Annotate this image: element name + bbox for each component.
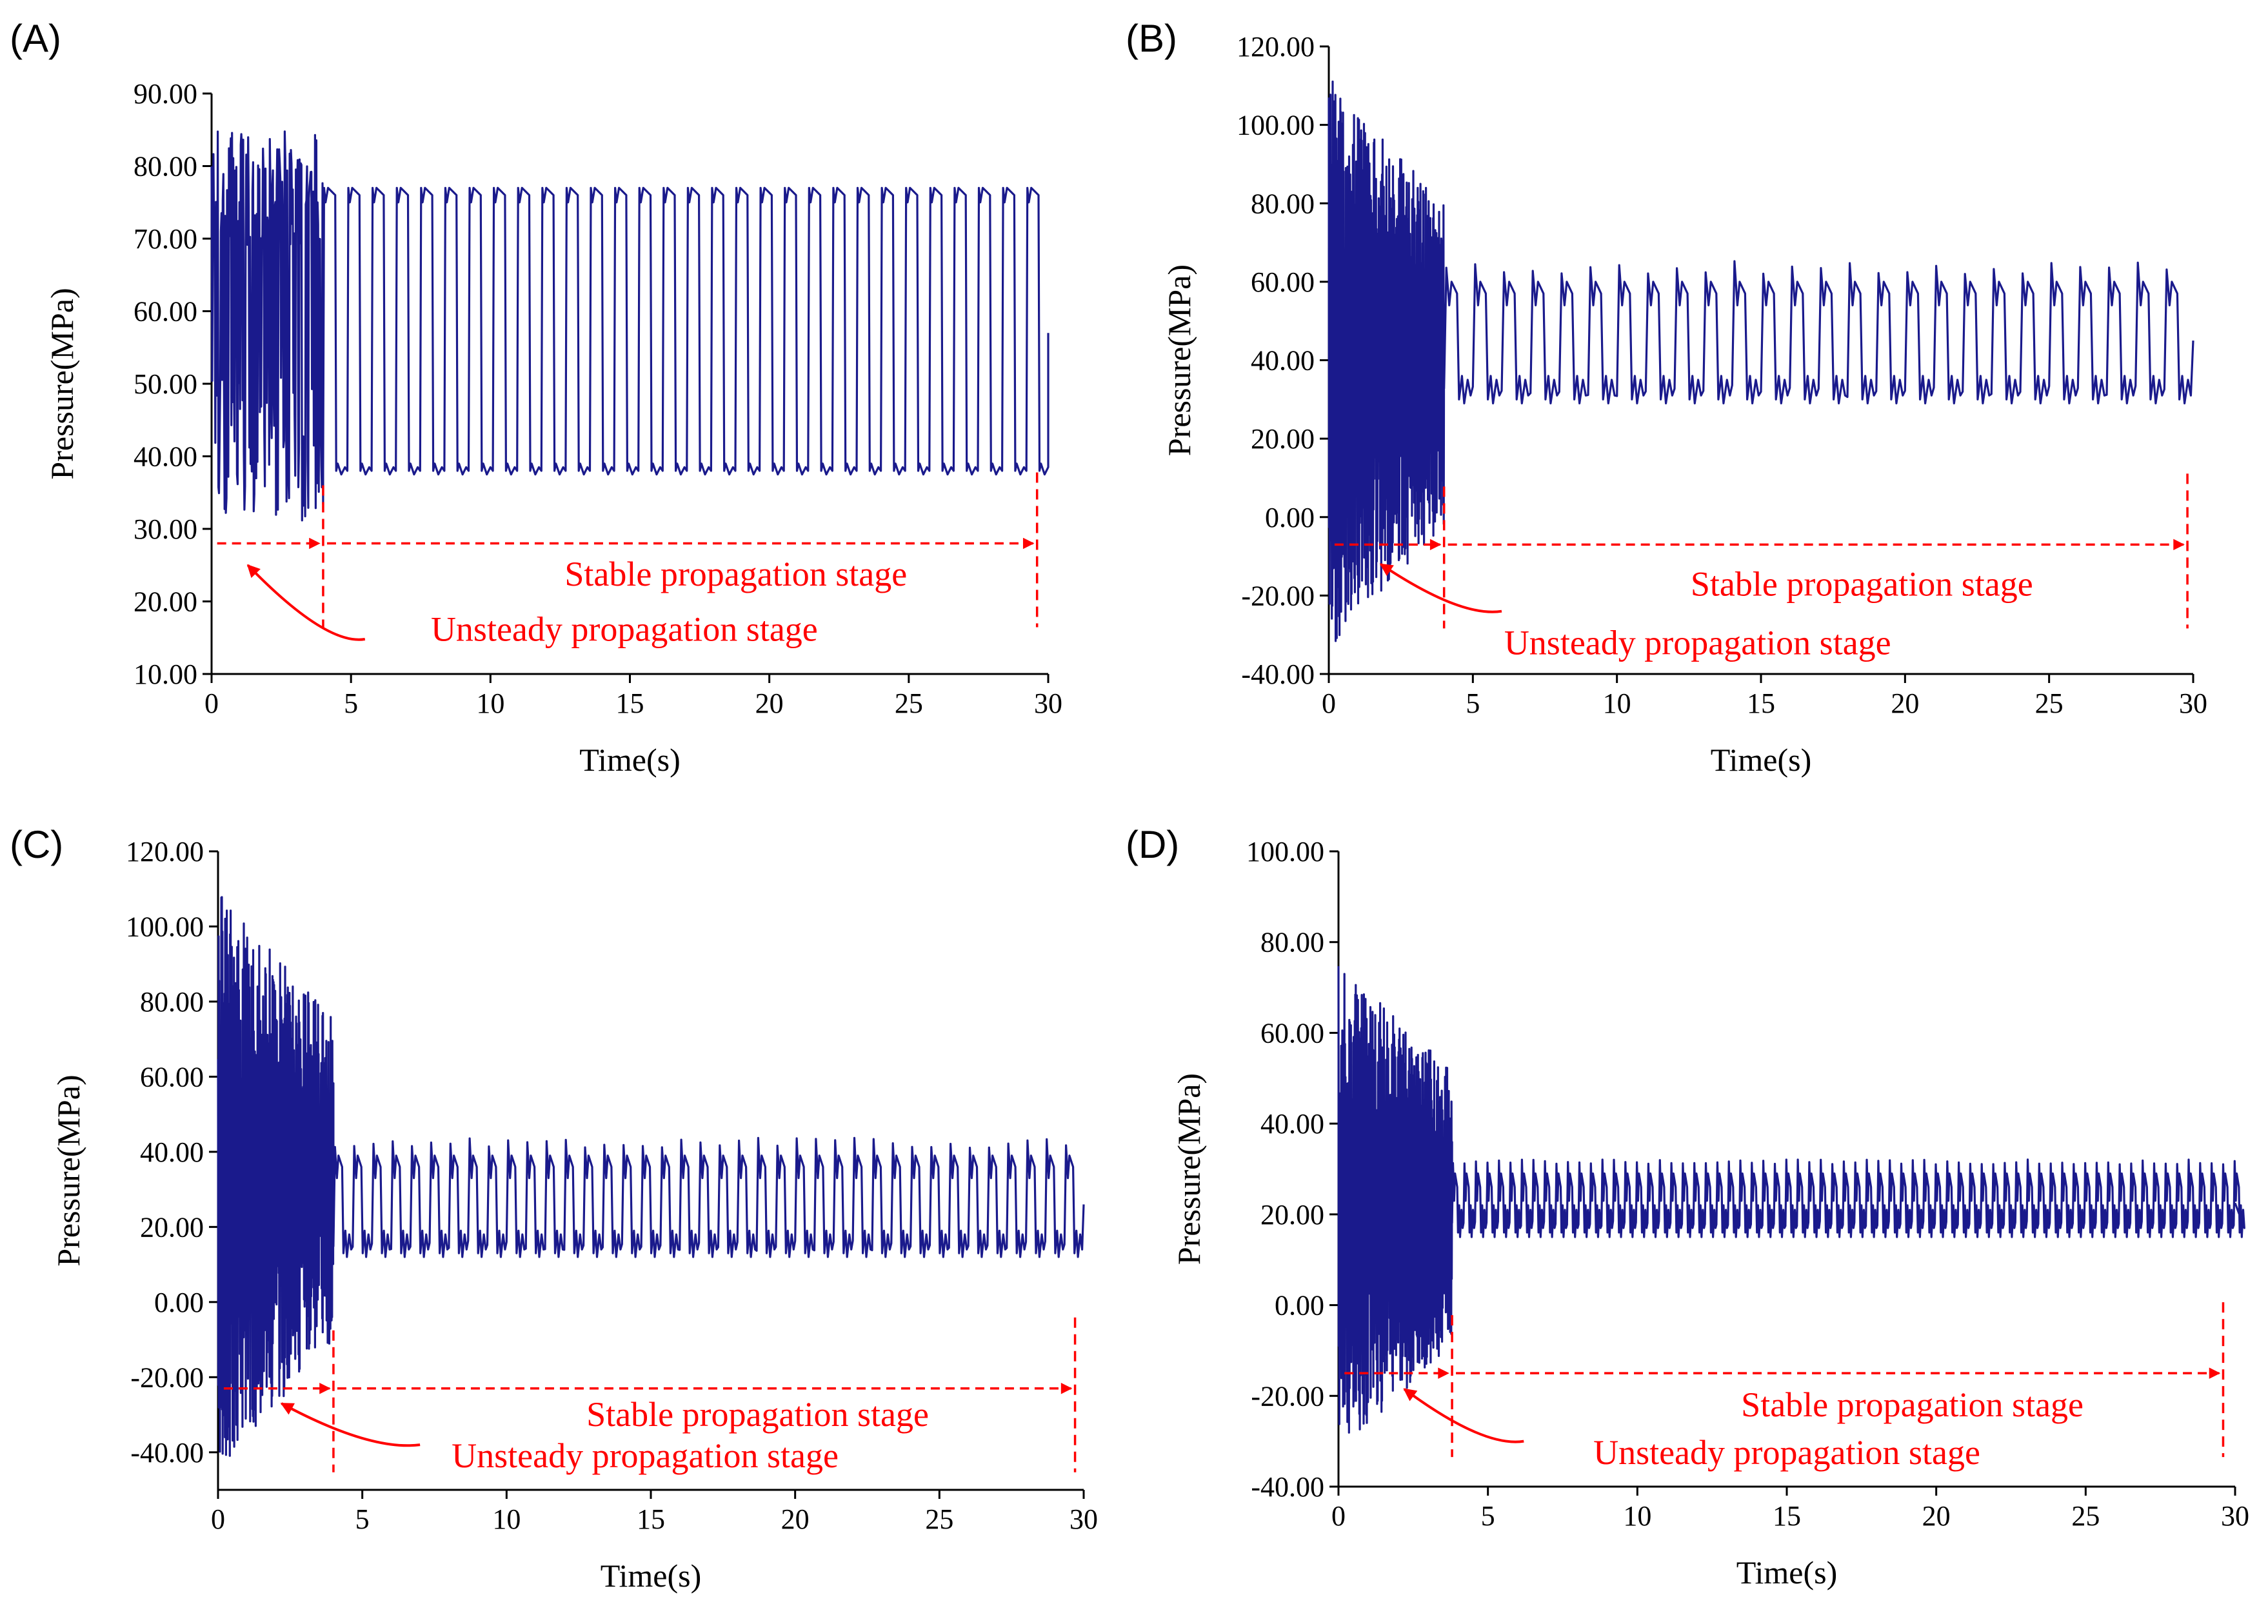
y-tick-label: 40.00 xyxy=(140,1136,204,1168)
x-tick-label: 0 xyxy=(1322,688,1336,719)
curved-pointer-arrow xyxy=(1379,563,1502,613)
y-tick-label: 100.00 xyxy=(126,911,204,942)
curved-pointer-arrow xyxy=(1403,1388,1524,1443)
chart-panel-d: (D) -40.00 -20.00 0.00 20.00 40.00 60.00 80.00 1… xyxy=(1126,823,2249,1590)
x-tick-label: 15 xyxy=(637,1503,665,1535)
y-tick-label: 0.00 xyxy=(154,1287,204,1318)
x-tick-label: 25 xyxy=(2035,688,2064,719)
stable-stage-label: Stable propagation stage xyxy=(1741,1385,2084,1424)
x-tick-label: 10 xyxy=(1623,1500,1651,1532)
y-tick-label: -40.00 xyxy=(1241,659,1315,690)
y-axis-title: Pressure(MPa) xyxy=(44,288,80,479)
panel-label: (C) xyxy=(10,823,63,866)
y-tick-label: 120.00 xyxy=(1237,31,1315,63)
y-tick-label: 40.00 xyxy=(1251,345,1315,377)
series-line-pressure xyxy=(217,896,1085,1457)
x-axis-title: Time(s) xyxy=(1711,742,1812,778)
series-line-pressure xyxy=(1337,965,2245,1434)
y-tick-label: 20.00 xyxy=(1251,423,1315,455)
x-tick-label: 20 xyxy=(1922,1500,1951,1532)
x-tick-label: 5 xyxy=(1466,688,1480,719)
y-tick-label: 80.00 xyxy=(134,151,197,183)
y-tick-label: -20.00 xyxy=(1251,1380,1324,1412)
y-tick-label: 20.00 xyxy=(1260,1199,1324,1231)
unsteady-stage-label: Unsteady propagation stage xyxy=(452,1436,839,1475)
y-tick-label: 10.00 xyxy=(134,659,197,690)
panel-label: (B) xyxy=(1126,17,1177,60)
panel-label: (D) xyxy=(1126,823,1179,866)
x-tick-label: 30 xyxy=(1034,688,1062,719)
x-tick-label: 25 xyxy=(2071,1500,2100,1532)
chart-panel-a: (A) 10.00 20.00 30.00 40.00 50.00 60.00 70.00 80… xyxy=(10,17,1062,778)
y-tick-label: 30.00 xyxy=(134,513,197,545)
y-tick-label: -20.00 xyxy=(1241,580,1315,611)
y-tick-label: 90.00 xyxy=(134,78,197,110)
y-tick-label: 60.00 xyxy=(134,296,197,328)
y-tick-label: 80.00 xyxy=(1251,188,1315,219)
y-tick-label: 60.00 xyxy=(1260,1017,1324,1049)
y-tick-label: 60.00 xyxy=(140,1061,204,1093)
x-tick-label: 30 xyxy=(2221,1500,2249,1532)
x-tick-label: 20 xyxy=(755,688,784,719)
x-tick-label: 25 xyxy=(895,688,923,719)
stable-stage-label: Stable propagation stage xyxy=(586,1395,929,1434)
y-tick-label: 20.00 xyxy=(134,586,197,618)
panel-label: (A) xyxy=(10,17,61,60)
x-tick-label: 0 xyxy=(1331,1500,1346,1532)
y-tick-label: 100.00 xyxy=(1246,836,1324,867)
y-tick-label: -20.00 xyxy=(130,1362,204,1393)
y-tick-label: 40.00 xyxy=(1260,1108,1324,1140)
x-tick-label: 15 xyxy=(1747,688,1775,719)
y-tick-label: 80.00 xyxy=(140,986,204,1018)
y-tick-label: 80.00 xyxy=(1260,927,1324,958)
unsteady-stage-label: Unsteady propagation stage xyxy=(1504,624,1891,662)
curved-pointer-arrow xyxy=(280,1402,421,1447)
y-tick-label: 120.00 xyxy=(126,836,204,867)
stable-stage-label: Stable propagation stage xyxy=(564,555,907,593)
y-tick-label: 20.00 xyxy=(140,1211,204,1243)
x-tick-label: 10 xyxy=(476,688,504,719)
x-tick-label: 5 xyxy=(1481,1500,1495,1532)
x-axis-title: Time(s) xyxy=(601,1558,702,1594)
x-tick-label: 15 xyxy=(1773,1500,1801,1532)
y-tick-label: -40.00 xyxy=(1251,1471,1324,1503)
series-line-pressure xyxy=(210,130,1049,522)
y-tick-label: 0.00 xyxy=(1275,1290,1324,1322)
x-tick-label: 0 xyxy=(211,1503,225,1535)
stable-stage-label: Stable propagation stage xyxy=(1691,564,2033,603)
x-tick-label: 20 xyxy=(1891,688,1919,719)
y-tick-label: 0.00 xyxy=(1265,502,1315,533)
unsteady-stage-label: Unsteady propagation stage xyxy=(431,609,818,648)
y-axis-title: Pressure(MPa) xyxy=(1161,264,1197,456)
x-tick-label: 30 xyxy=(1069,1503,1098,1535)
x-tick-label: 30 xyxy=(2179,688,2207,719)
curved-pointer-arrow xyxy=(246,564,366,641)
y-tick-label: 50.00 xyxy=(134,368,197,400)
x-tick-label: 20 xyxy=(781,1503,810,1535)
y-tick-label: 70.00 xyxy=(134,223,197,255)
x-tick-label: 5 xyxy=(355,1503,370,1535)
series-line-pressure xyxy=(1328,80,2194,642)
chart-panel-c: (C) -40.00 -20.00 0.00 20.00 40.00 60.00 80.00 1… xyxy=(10,823,1098,1594)
x-tick-label: 15 xyxy=(616,688,644,719)
y-tick-label: 60.00 xyxy=(1251,266,1315,298)
chart-panel-b: (B) -40.00 -20.00 0.00 20.00 40.00 60.00 80.00 1… xyxy=(1126,17,2207,778)
x-axis-title: Time(s) xyxy=(579,742,681,778)
x-tick-label: 10 xyxy=(492,1503,521,1535)
x-tick-label: 25 xyxy=(925,1503,953,1535)
y-tick-label: 40.00 xyxy=(134,441,197,473)
y-tick-label: 100.00 xyxy=(1237,110,1315,141)
x-tick-label: 5 xyxy=(344,688,358,719)
x-tick-label: 10 xyxy=(1603,688,1631,719)
x-axis-title: Time(s) xyxy=(1736,1554,1838,1590)
unsteady-stage-label: Unsteady propagation stage xyxy=(1593,1433,1980,1472)
y-axis-title: Pressure(MPa) xyxy=(1171,1073,1207,1265)
y-tick-label: -40.00 xyxy=(130,1437,204,1469)
x-tick-label: 0 xyxy=(204,688,219,719)
y-axis-title: Pressure(MPa) xyxy=(50,1074,86,1266)
